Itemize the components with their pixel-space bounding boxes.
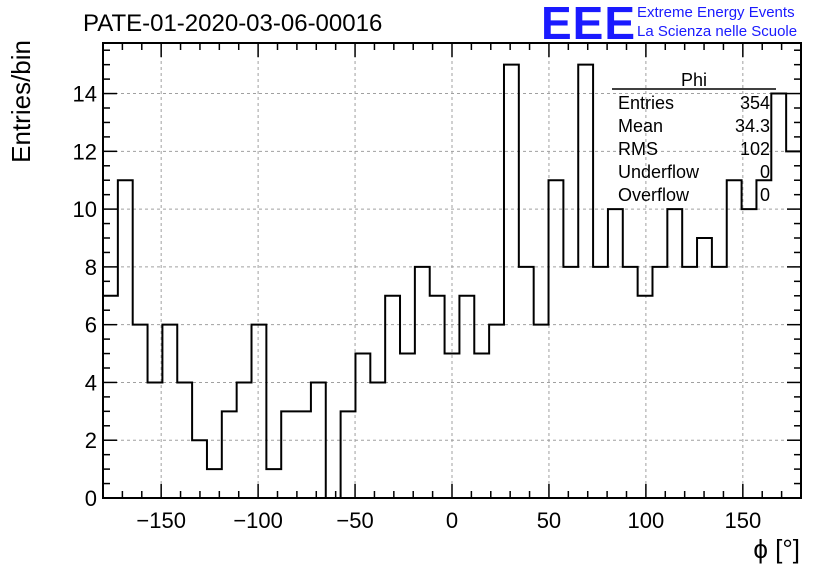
histogram-bin <box>534 325 549 498</box>
histogram-bin <box>771 94 786 498</box>
histogram-bin <box>578 65 593 498</box>
stats-value: 34.3 <box>735 116 770 136</box>
histogram-bin <box>652 267 667 498</box>
histogram-bin <box>281 411 296 498</box>
histogram-bin <box>727 180 742 498</box>
y-tick-label: 4 <box>85 370 97 395</box>
stats-value: 0 <box>760 185 770 205</box>
histogram-bin <box>667 209 682 498</box>
plot-title: PATE-01-2020-03-06-00016 <box>83 10 383 37</box>
grid-layer <box>103 43 801 498</box>
histogram-bin <box>549 180 564 498</box>
histogram-bin <box>252 325 267 498</box>
y-tick-label: 0 <box>85 486 97 511</box>
histogram-bin <box>162 325 177 498</box>
stats-value: 102 <box>740 139 770 159</box>
histogram-bin <box>504 65 519 498</box>
stats-value: 354 <box>740 93 770 113</box>
y-tick-label: 2 <box>85 428 97 453</box>
y-tick-label: 10 <box>73 197 97 222</box>
histogram-bin <box>608 209 623 498</box>
histogram-bin <box>296 411 311 498</box>
histogram-bin <box>341 411 356 498</box>
histogram-bin <box>133 325 148 498</box>
eee-logo: EEE <box>541 0 637 49</box>
histogram-bin <box>474 354 489 498</box>
logo-subtitle-line2: La Scienza nelle Scuole <box>637 23 798 40</box>
histogram-bin <box>682 267 697 498</box>
stats-label: Overflow <box>618 185 690 205</box>
histogram-bin <box>355 354 370 498</box>
x-tick-label: 150 <box>724 508 761 533</box>
histogram-bin <box>430 296 445 498</box>
y-tick-label: 14 <box>73 82 97 107</box>
x-tick-label: −100 <box>233 508 283 533</box>
histogram-bin <box>459 296 474 498</box>
histogram-bin <box>222 411 237 498</box>
x-tick-label: −50 <box>336 508 373 533</box>
histogram-layer <box>103 63 801 499</box>
tick-labels-layer: −150 −100 −50 0 50 100 150 0 2 4 6 8 10 12 14 <box>73 82 762 533</box>
ticks-layer <box>102 43 802 499</box>
stats-label: Entries <box>618 93 674 113</box>
histogram-bin <box>756 180 771 498</box>
histogram-bin <box>370 382 385 498</box>
histogram-bin <box>638 296 653 498</box>
stats-name: Phi <box>681 70 707 90</box>
histogram-bin <box>385 296 400 498</box>
histogram-outline <box>103 63 801 499</box>
histogram-bin <box>192 440 207 498</box>
x-tick-label: 50 <box>537 508 561 533</box>
y-tick-label: 8 <box>85 255 97 280</box>
stats-label: Underflow <box>618 162 700 182</box>
stats-value: 0 <box>760 162 770 182</box>
histogram-bin <box>400 354 415 498</box>
logo-subtitle-line1: Extreme Energy Events <box>637 4 795 21</box>
x-axis-title: ϕ [°] <box>753 534 800 564</box>
y-tick-label: 6 <box>85 313 97 338</box>
x-tick-label: 100 <box>628 508 665 533</box>
histogram-bin <box>489 325 504 498</box>
histogram-bin <box>712 267 727 498</box>
histogram-bin <box>266 469 281 498</box>
y-axis-title: Entries/bin <box>6 40 36 163</box>
x-tick-label: −150 <box>136 508 186 533</box>
y-tick-label: 12 <box>73 139 97 164</box>
histogram-bin <box>118 180 133 498</box>
x-tick-label: 0 <box>446 508 458 533</box>
stats-box: Phi Entries 354 Mean 34.3 RMS 102 Underflow 0 Ove… <box>612 70 776 205</box>
histogram-bin <box>697 238 712 498</box>
stats-label: RMS <box>618 139 658 159</box>
histogram-bin <box>148 382 163 498</box>
histogram-bin <box>742 209 757 498</box>
stats-label: Mean <box>618 116 663 136</box>
